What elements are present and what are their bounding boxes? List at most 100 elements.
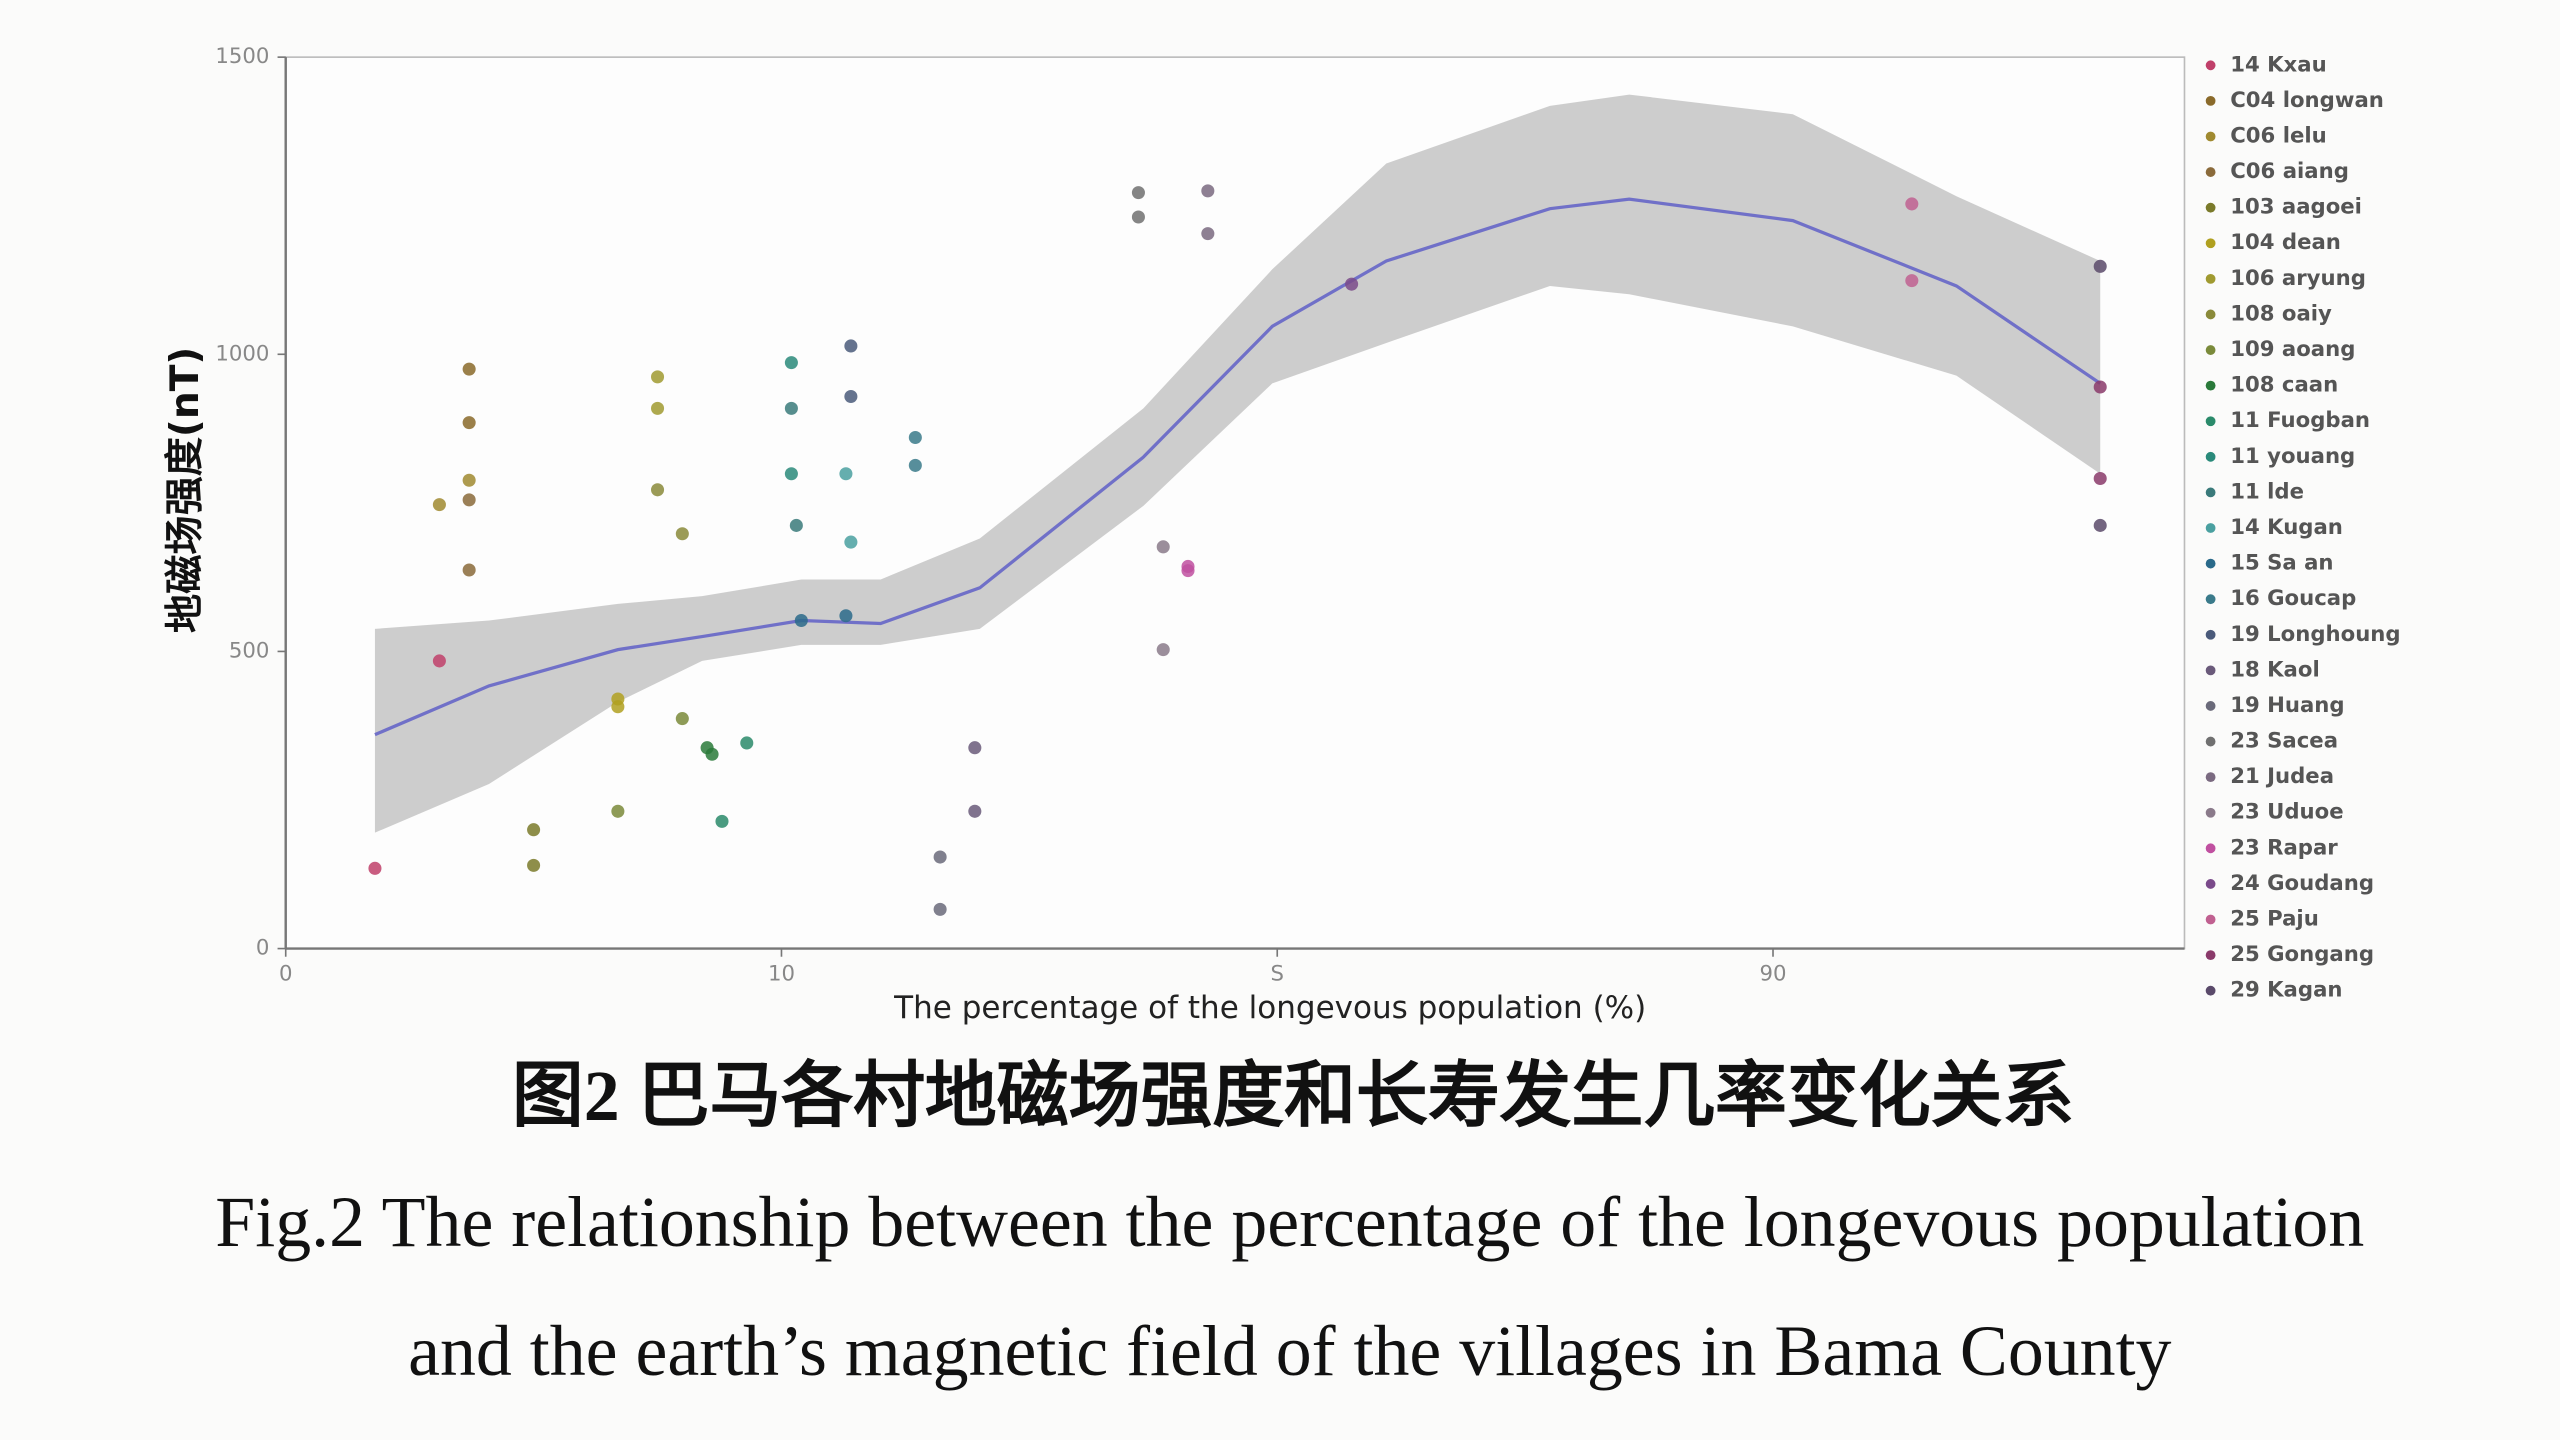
data-point xyxy=(527,823,541,837)
legend-label: 11 lde xyxy=(2230,479,2304,504)
legend-label: 19 Huang xyxy=(2230,693,2344,718)
legend-marker xyxy=(2205,807,2216,818)
legend-marker xyxy=(2205,238,2216,249)
legend-marker xyxy=(2205,167,2216,177)
data-point xyxy=(462,563,476,577)
caption-en: Fig.2 The relationship between the perce… xyxy=(215,1182,2364,1262)
legend-marker xyxy=(2205,60,2216,71)
legend-marker xyxy=(2205,665,2216,676)
data-point xyxy=(1905,274,1919,288)
legend-label: 18 Kaol xyxy=(2230,657,2320,682)
legend-marker xyxy=(2205,701,2216,711)
legend-marker xyxy=(2205,416,2216,427)
x-tick-label: 90 xyxy=(1759,962,1786,987)
legend-marker xyxy=(2205,879,2216,889)
legend-label: 11 Fuogban xyxy=(2230,408,2370,433)
legend-marker xyxy=(2205,523,2216,533)
data-point xyxy=(432,498,446,512)
data-point xyxy=(1181,564,1195,578)
y-tick-label: 1000 xyxy=(215,341,269,366)
legend-label: 25 Gongang xyxy=(2230,942,2374,967)
legend-label: 14 Kugan xyxy=(2230,515,2343,540)
data-point xyxy=(462,493,476,507)
confidence-band xyxy=(374,94,2101,833)
data-point xyxy=(908,458,922,472)
data-point xyxy=(527,858,541,872)
data-point xyxy=(1156,540,1170,554)
y-axis-label: 地磁场强度(nT) xyxy=(163,347,208,633)
legend-label: 109 aoang xyxy=(2230,337,2355,362)
data-point xyxy=(2093,259,2107,273)
data-point xyxy=(1201,184,1215,198)
legend-marker xyxy=(2205,202,2216,213)
x-tick-label: 0 xyxy=(279,962,293,987)
data-point xyxy=(933,850,947,864)
legend-label: 29 Kagan xyxy=(2230,978,2342,1003)
data-point xyxy=(1131,210,1145,224)
data-point xyxy=(1156,643,1170,657)
data-point xyxy=(462,416,476,430)
legend-marker xyxy=(2205,451,2216,462)
legend-marker xyxy=(2205,131,2216,142)
legend-label: 11 youang xyxy=(2230,444,2355,469)
data-point xyxy=(651,401,665,415)
legend-label: 108 oaiy xyxy=(2230,301,2332,326)
data-point xyxy=(844,389,858,404)
legend-label: 106 aryung xyxy=(2230,266,2366,291)
legend-marker xyxy=(2205,273,2216,284)
legend-label: 24 Goudang xyxy=(2230,871,2374,896)
data-point xyxy=(844,339,858,353)
data-point xyxy=(933,902,947,916)
legend-marker xyxy=(2205,736,2216,747)
legend-label: 108 caan xyxy=(2230,373,2338,398)
data-point xyxy=(2093,518,2107,532)
legend-marker xyxy=(2205,380,2216,391)
caption-zh: 图2 巴马各村地磁场强度和长寿发生几率变化关系 xyxy=(512,1056,2074,1136)
data-point xyxy=(784,401,798,415)
legend-label: C06 aiang xyxy=(2230,159,2349,184)
legend-marker xyxy=(2205,629,2216,640)
legend-label: 23 Rapar xyxy=(2230,835,2338,860)
legend-label: 23 Sacea xyxy=(2230,729,2338,754)
x-axis-label: The percentage of the longevous populati… xyxy=(893,990,1646,1026)
data-point xyxy=(432,654,446,668)
data-point xyxy=(2093,471,2107,486)
legend-marker xyxy=(2205,558,2216,569)
data-point xyxy=(784,356,798,370)
data-point xyxy=(611,700,625,714)
data-point xyxy=(794,613,808,628)
legend-marker xyxy=(2205,309,2216,320)
legend-label: 104 dean xyxy=(2230,230,2341,255)
data-point xyxy=(908,430,922,445)
data-point xyxy=(844,535,858,549)
legend-label: 15 Sa an xyxy=(2230,551,2333,576)
legend-marker xyxy=(2205,772,2216,783)
data-point xyxy=(675,712,689,726)
legend-label: 19 Longhoung xyxy=(2230,622,2400,647)
legend-marker xyxy=(2205,950,2216,960)
data-point xyxy=(1131,186,1145,200)
data-point xyxy=(715,814,729,828)
legend-marker xyxy=(2205,594,2216,605)
data-point xyxy=(368,861,382,875)
data-point xyxy=(968,804,982,818)
legend-label: 25 Paju xyxy=(2230,907,2319,932)
legend-label: 23 Uduoe xyxy=(2230,800,2343,825)
data-point xyxy=(784,467,798,481)
legend-label: 21 Judea xyxy=(2230,764,2334,789)
data-point xyxy=(740,736,754,750)
legend-marker xyxy=(2205,843,2216,854)
caption-en: and the earth’s magnetic field of the vi… xyxy=(408,1311,2171,1391)
x-tick-label: 10 xyxy=(768,962,795,987)
data-point xyxy=(968,741,982,755)
legend-marker xyxy=(2205,985,2216,996)
legend-label: C04 longwan xyxy=(2230,88,2384,113)
legend-marker xyxy=(2205,345,2216,355)
data-point xyxy=(611,804,625,818)
data-point xyxy=(462,473,476,487)
legend-marker xyxy=(2205,914,2216,925)
legend-label: 103 aagoei xyxy=(2230,195,2362,220)
data-point xyxy=(651,370,665,384)
